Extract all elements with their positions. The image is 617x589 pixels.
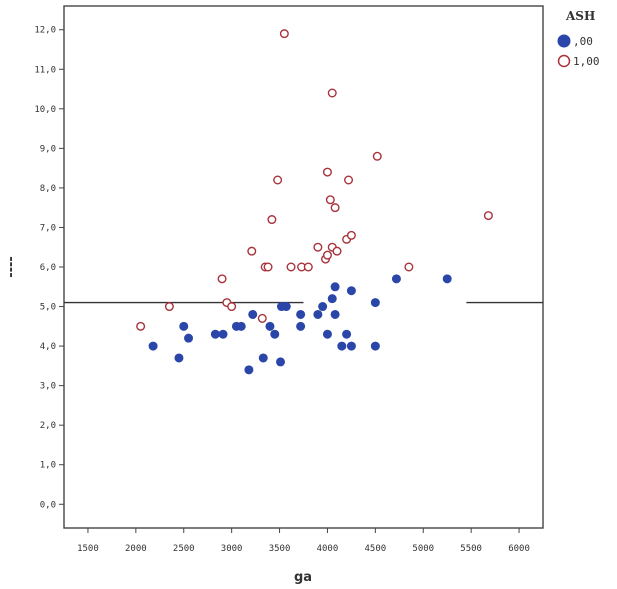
x-tick-label: 5500 xyxy=(460,544,482,554)
legend-label: 1,00 xyxy=(573,55,600,68)
y-tick-label: 10,0 xyxy=(34,105,56,115)
data-point-series-0 xyxy=(337,341,347,351)
data-point-series-1 xyxy=(322,167,332,177)
data-point-series-1 xyxy=(164,302,174,312)
data-point-series-1 xyxy=(330,203,340,213)
data-point-series-0 xyxy=(327,294,337,304)
legend: ASH ,00 1,00 xyxy=(557,9,600,68)
data-point-series-1 xyxy=(372,151,382,161)
y-axis: 0,0 1,0 2,0 3,0 4,0 5,0 6,0 7,0 8,0 9,0 10,0 11,0 12… xyxy=(34,26,64,510)
data-point-series-1 xyxy=(303,262,313,272)
data-point-series-0 xyxy=(174,353,184,363)
y-tick-label: 1,0 xyxy=(40,461,56,471)
y-tick-label: 2,0 xyxy=(40,421,56,431)
data-point-series-0 xyxy=(296,309,306,319)
data-point-series-1 xyxy=(273,175,283,185)
x-tick-label: 4000 xyxy=(317,544,339,554)
y-tick-label: 8,0 xyxy=(40,184,56,194)
data-point-series-0 xyxy=(184,333,194,343)
data-point-series-0 xyxy=(318,302,328,312)
legend-marker xyxy=(557,54,571,68)
data-point-series-1 xyxy=(344,175,354,185)
x-axis: 1500 2000 2500 3000 3500 4000 4500 5000 5500 6000 xyxy=(77,528,530,554)
data-point-series-0 xyxy=(270,329,280,339)
data-point-series-0 xyxy=(391,274,401,284)
y-tick-label: 12,0 xyxy=(34,26,56,36)
data-point-series-0 xyxy=(296,321,306,331)
data-point-series-1 xyxy=(327,88,337,98)
data-point-series-0 xyxy=(179,321,189,331)
data-point-series-0 xyxy=(370,341,380,351)
x-axis-title: ga xyxy=(294,570,312,585)
y-axis-title: ---- xyxy=(4,256,19,278)
data-point-series-1 xyxy=(325,195,335,205)
data-point-series-0 xyxy=(346,341,356,351)
data-point-series-0 xyxy=(148,341,158,351)
x-tick-label: 3000 xyxy=(221,544,243,554)
legend-label: ,00 xyxy=(573,35,593,48)
x-tick-label: 2000 xyxy=(125,544,147,554)
data-point-series-0 xyxy=(330,282,340,292)
data-point-series-0 xyxy=(322,329,332,339)
data-point-series-0 xyxy=(244,365,254,375)
data-point-series-1 xyxy=(136,321,146,331)
data-point-series-0 xyxy=(218,329,228,339)
x-tick-label: 5000 xyxy=(412,544,434,554)
data-point-series-0 xyxy=(313,309,323,319)
x-tick-label: 4500 xyxy=(365,544,387,554)
data-point-series-0 xyxy=(265,321,275,331)
data-point-series-1 xyxy=(332,246,342,256)
data-point-series-0 xyxy=(258,353,268,363)
data-point-series-1 xyxy=(286,262,296,272)
data-point-series-1 xyxy=(257,313,267,323)
data-points xyxy=(136,29,493,375)
data-point-series-0 xyxy=(276,357,286,367)
data-point-series-1 xyxy=(313,242,323,252)
data-point-series-0 xyxy=(236,321,246,331)
y-tick-label: 7,0 xyxy=(40,223,56,233)
data-point-series-1 xyxy=(263,262,273,272)
legend-title: ASH xyxy=(565,9,595,23)
data-point-series-0 xyxy=(370,298,380,308)
y-tick-label: 4,0 xyxy=(40,342,56,352)
data-point-series-1 xyxy=(322,250,332,260)
data-point-series-0 xyxy=(281,302,291,312)
data-point-series-0 xyxy=(342,329,352,339)
data-point-series-1 xyxy=(247,246,257,256)
y-tick-label: 5,0 xyxy=(40,303,56,313)
data-point-series-0 xyxy=(330,309,340,319)
data-point-series-0 xyxy=(442,274,452,284)
y-tick-label: 11,0 xyxy=(34,65,56,75)
data-point-series-1 xyxy=(346,230,356,240)
x-tick-label: 6000 xyxy=(508,544,530,554)
data-point-series-1 xyxy=(483,211,493,221)
x-tick-label: 2500 xyxy=(173,544,195,554)
y-tick-label: 3,0 xyxy=(40,382,56,392)
data-point-series-1 xyxy=(279,29,289,39)
data-point-series-1 xyxy=(217,274,227,284)
legend-marker xyxy=(557,34,571,48)
x-tick-label: 3500 xyxy=(269,544,291,554)
data-point-series-0 xyxy=(248,309,258,319)
data-point-series-1 xyxy=(227,302,237,312)
data-point-series-1 xyxy=(267,215,277,225)
data-point-series-1 xyxy=(404,262,414,272)
x-tick-label: 1500 xyxy=(77,544,99,554)
y-tick-label: 9,0 xyxy=(40,144,56,154)
data-point-series-0 xyxy=(210,329,220,339)
y-tick-label: 6,0 xyxy=(40,263,56,273)
y-tick-label: 0,0 xyxy=(40,500,56,510)
data-point-series-0 xyxy=(346,286,356,296)
